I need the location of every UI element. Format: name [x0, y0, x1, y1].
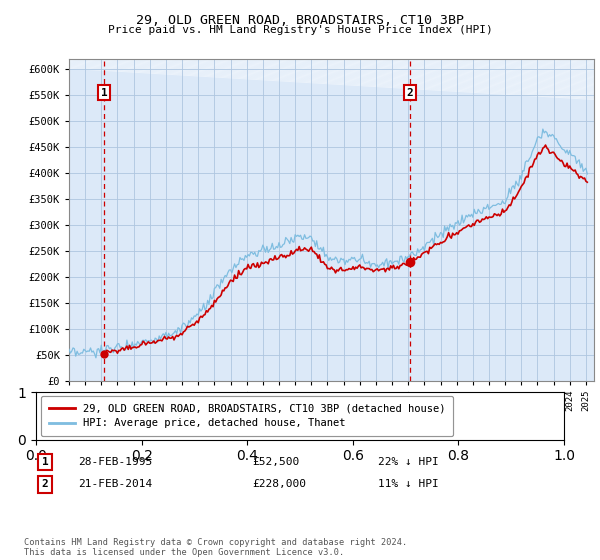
Text: 22% ↓ HPI: 22% ↓ HPI	[378, 457, 439, 467]
Text: 2: 2	[41, 479, 49, 489]
Text: 1: 1	[101, 87, 107, 97]
Text: 28-FEB-1995: 28-FEB-1995	[78, 457, 152, 467]
Text: Contains HM Land Registry data © Crown copyright and database right 2024.
This d: Contains HM Land Registry data © Crown c…	[24, 538, 407, 557]
Text: £52,500: £52,500	[252, 457, 299, 467]
Text: 1: 1	[41, 457, 49, 467]
Text: £228,000: £228,000	[252, 479, 306, 489]
Text: 11% ↓ HPI: 11% ↓ HPI	[378, 479, 439, 489]
Text: Price paid vs. HM Land Registry's House Price Index (HPI): Price paid vs. HM Land Registry's House …	[107, 25, 493, 35]
Text: 21-FEB-2014: 21-FEB-2014	[78, 479, 152, 489]
Text: 29, OLD GREEN ROAD, BROADSTAIRS, CT10 3BP: 29, OLD GREEN ROAD, BROADSTAIRS, CT10 3B…	[136, 14, 464, 27]
Text: 2: 2	[407, 87, 413, 97]
Legend: 29, OLD GREEN ROAD, BROADSTAIRS, CT10 3BP (detached house), HPI: Average price, : 29, OLD GREEN ROAD, BROADSTAIRS, CT10 3B…	[41, 396, 452, 436]
